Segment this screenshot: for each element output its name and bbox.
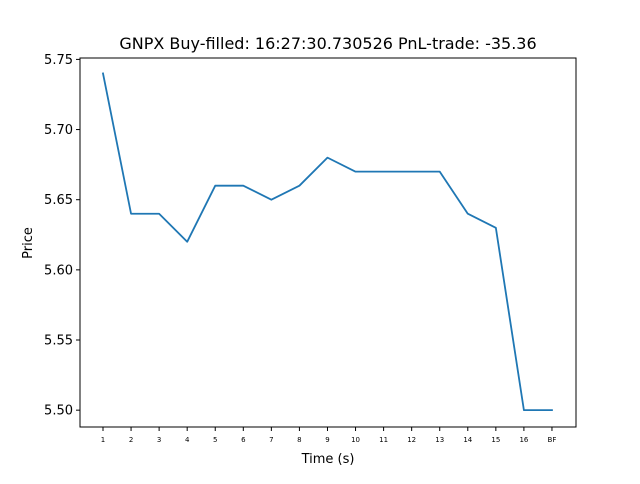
x-tick-label: 1 (101, 436, 105, 444)
y-tick-label: 5.60 (44, 263, 73, 278)
x-tick-label: 8 (297, 436, 301, 444)
price-series-line (101, 72, 553, 412)
y-tick-label: 5.75 (44, 53, 73, 68)
y-axis-label: Price (21, 227, 36, 259)
x-axis-label: Time (s) (301, 452, 355, 467)
x-tick-label: 9 (325, 436, 329, 444)
y-tick-label: 5.55 (44, 334, 73, 349)
x-tick-label: 2 (129, 436, 133, 444)
series-layer (101, 72, 553, 412)
x-tick-label: 13 (435, 436, 444, 444)
y-tick-label: 5.50 (44, 404, 73, 419)
x-tick-label: 4 (185, 436, 190, 444)
y-tick-label: 5.70 (44, 123, 73, 138)
x-tick-label: 15 (491, 436, 500, 444)
x-tick-label: 6 (241, 436, 246, 444)
x-tick-label: 16 (519, 436, 528, 444)
x-tick-label: 12 (407, 436, 416, 444)
chart-title: GNPX Buy-filled: 16:27:30.730526 PnL-tra… (119, 34, 536, 53)
x-tick-label: 5 (213, 436, 217, 444)
x-tick-label: 3 (157, 436, 161, 444)
y-tick-label: 5.65 (44, 193, 73, 208)
x-tick-label: BF (548, 436, 557, 444)
x-tick-label: 11 (379, 436, 388, 444)
y-axis-ticks: 5.50 5.55 5.60 5.65 5.70 5.75 (44, 53, 80, 419)
plot-area-frame (79, 57, 577, 428)
x-tick-label: 7 (269, 436, 273, 444)
x-tick-label: 14 (463, 436, 472, 444)
x-axis-ticks: 1 2 3 4 5 6 7 8 9 10 11 12 13 14 15 16 BF (101, 427, 557, 444)
x-tick-label: 10 (351, 436, 360, 444)
